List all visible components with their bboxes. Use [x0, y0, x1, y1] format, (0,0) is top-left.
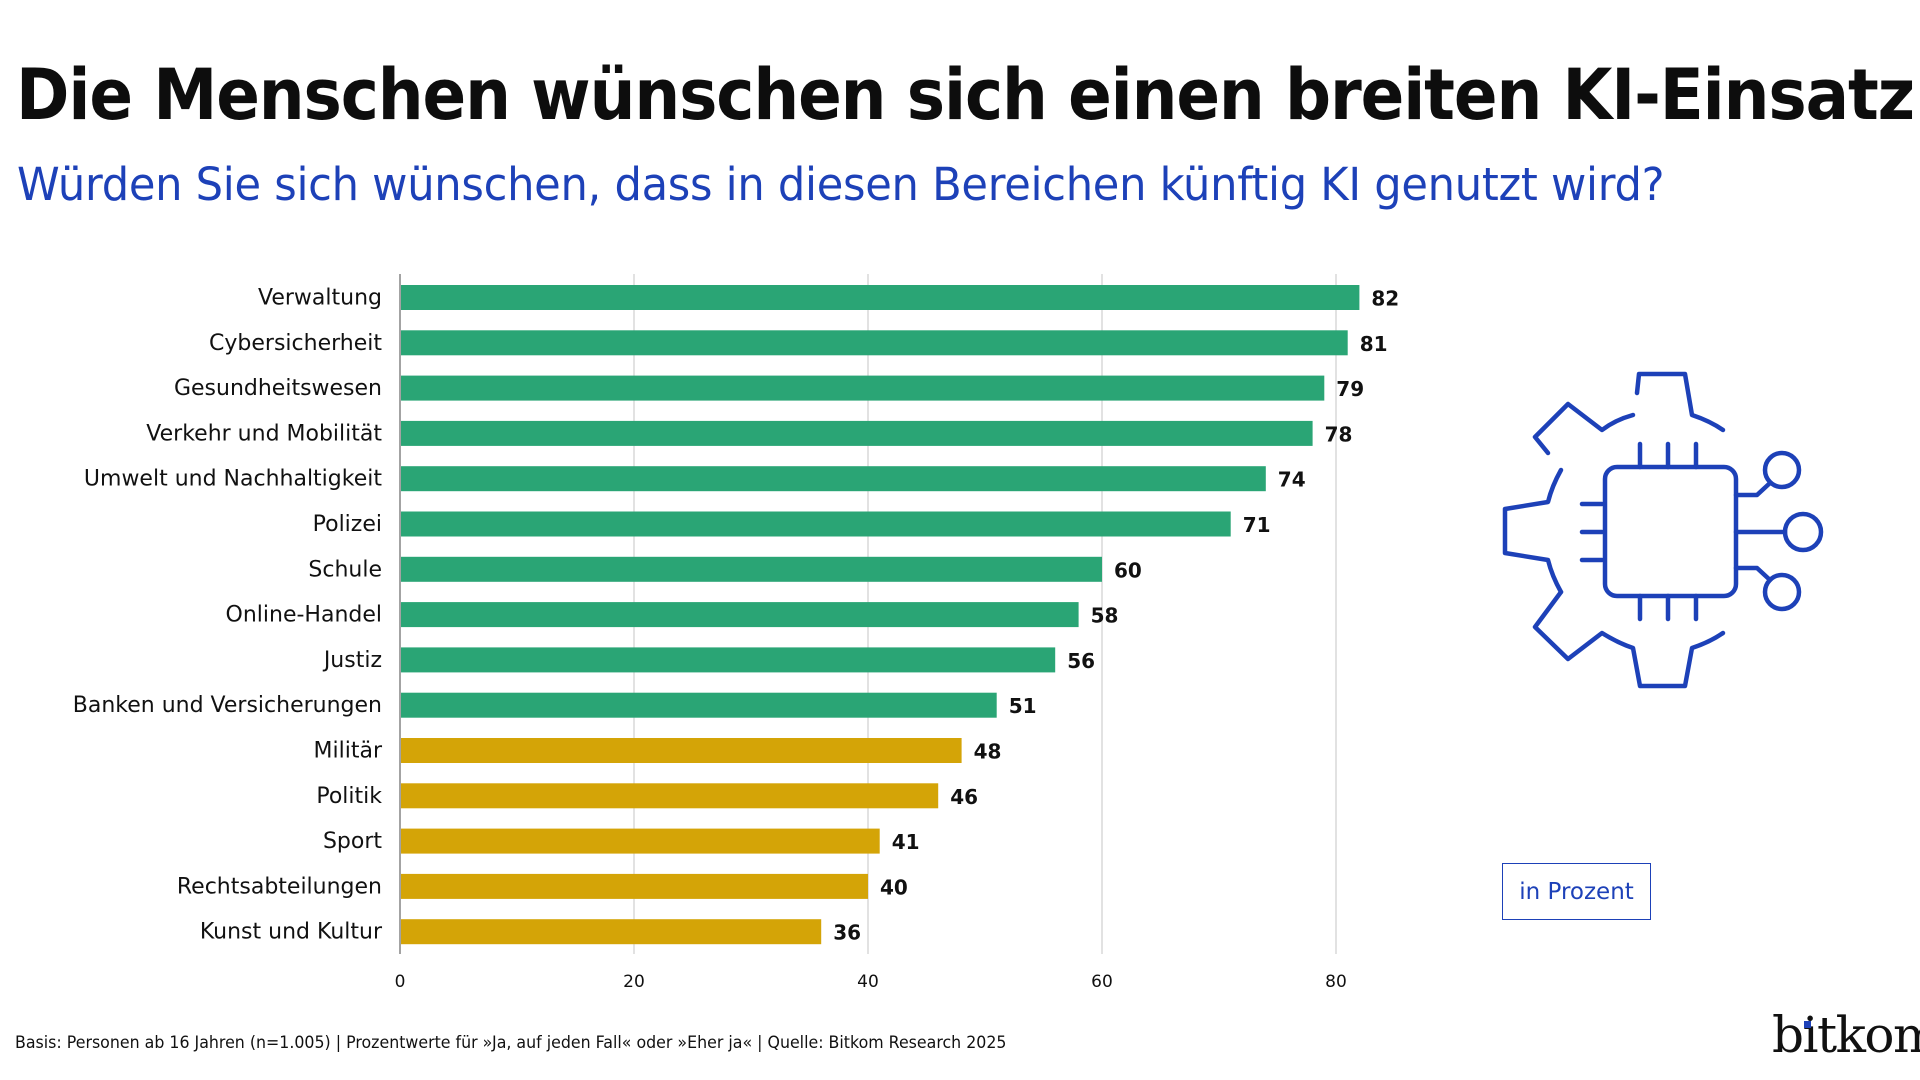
x-tick-label: 40 [857, 972, 879, 992]
unit-label-box: in Prozent [1502, 863, 1651, 920]
bar-online-handel [401, 602, 1079, 628]
value-label: 48 [974, 740, 1002, 764]
value-label: 41 [892, 830, 920, 854]
value-label: 74 [1278, 468, 1306, 492]
value-label: 60 [1114, 558, 1142, 582]
value-label: 56 [1067, 649, 1095, 673]
x-tick-label: 60 [1091, 972, 1113, 992]
bar-rechtsabteilungen [401, 873, 868, 899]
value-label: 58 [1091, 604, 1119, 628]
category-label: Militär [314, 739, 383, 764]
value-labels: 82 81 79 78 74 71 60 58 56 51 48 46 41 40 36 [833, 287, 1399, 945]
chart-title: Die Menschen wünschen sich einen breiten… [16, 54, 1915, 136]
bar-verkehr-und-mobilität [401, 420, 1313, 446]
category-label: Cybersicherheit [209, 331, 382, 356]
bar-umwelt-und-nachhaltigkeit [401, 466, 1266, 492]
value-label: 40 [880, 875, 908, 899]
bar-polizei [401, 511, 1231, 537]
gear-left-tooth [1502, 467, 1564, 595]
bar-kunst-und-kultur [401, 919, 822, 945]
category-label: Kunst und Kultur [200, 920, 383, 945]
ai-chip-gear-icon [1502, 371, 1824, 689]
gear-upper-left-tooth [1532, 401, 1636, 456]
value-label: 81 [1360, 332, 1388, 356]
bar-schule [401, 556, 1102, 582]
unit-label: in Prozent [1519, 878, 1634, 905]
logo-i-dot [1804, 1021, 1811, 1028]
circuit-node-bottom [1762, 572, 1802, 612]
category-label: Justiz [322, 648, 382, 673]
category-label: Schule [308, 557, 382, 582]
value-label: 78 [1325, 422, 1353, 446]
bar-verwaltung [401, 285, 1360, 310]
circuit-line-top [1733, 480, 1773, 498]
chip-pins-bottom [1637, 593, 1699, 622]
footer-source-note: Basis: Personen ab 16 Jahren (n=1.005) |… [15, 1033, 1007, 1053]
bar-gesundheitswesen [401, 375, 1325, 401]
gear-lower-teeth [1532, 589, 1726, 689]
category-label: Verkehr und Mobilität [146, 421, 382, 446]
bar-sport [401, 828, 880, 854]
x-tick-label: 80 [1325, 972, 1347, 992]
category-label: Polizei [313, 512, 382, 537]
value-label: 46 [950, 785, 978, 809]
bar-justiz [401, 647, 1056, 673]
circuit-node-middle [1782, 511, 1824, 553]
x-tick-label: 20 [623, 972, 645, 992]
bar-banken-und-versicherungen [401, 692, 997, 718]
circuit-line-bottom [1733, 565, 1773, 583]
circuit-node-top [1762, 450, 1802, 490]
category-label: Umwelt und Nachhaltigkeit [84, 467, 382, 492]
logo-text: bitkom [1772, 1006, 1920, 1064]
bar-cybersicherheit [401, 330, 1348, 356]
value-label: 79 [1336, 377, 1364, 401]
value-label: 36 [833, 921, 861, 945]
category-label: Verwaltung [258, 286, 382, 311]
bar-politik [401, 783, 939, 809]
value-label: 71 [1243, 513, 1271, 537]
bitkom-logo: bitkom [1772, 1010, 1920, 1060]
chip-pins-left [1579, 501, 1605, 563]
chip-body [1602, 464, 1739, 599]
x-tick-labels: 0 20 40 60 80 [395, 972, 1347, 992]
x-tick-label: 0 [395, 972, 406, 992]
gear-top-tooth [1634, 371, 1726, 433]
category-label: Politik [316, 784, 382, 809]
chart-subtitle: Würden Sie sich wünschen, dass in diesen… [17, 158, 1665, 211]
category-label: Rechtsabteilungen [177, 874, 382, 899]
category-labels: Verwaltung Cybersicherheit Gesundheitswese… [73, 286, 383, 945]
category-label: Gesundheitswesen [174, 376, 382, 401]
bars [401, 285, 1360, 945]
category-label: Sport [323, 829, 382, 854]
value-label: 82 [1371, 287, 1399, 311]
bar-militär [401, 738, 962, 763]
value-label: 51 [1009, 694, 1037, 718]
category-label: Online-Handel [226, 603, 382, 628]
category-label: Banken und Versicherungen [73, 693, 382, 718]
chip-pins-top [1637, 441, 1699, 470]
